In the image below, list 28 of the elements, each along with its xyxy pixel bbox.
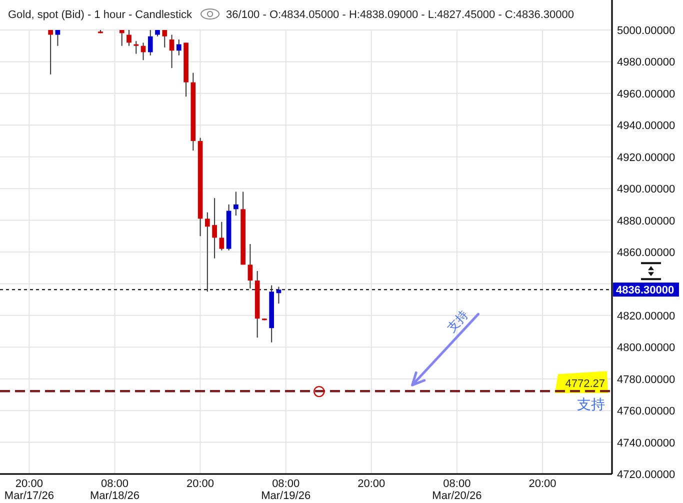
y-tick-label: 4900.00000 [617,184,676,196]
x-tick-label: 08:00 Mar/19/26 [261,478,311,502]
y-tick-label: 4860.00000 [617,247,676,259]
x-tick-label: 20:00 [186,478,214,490]
x-tick-label: 08:00 Mar/18/26 [90,478,140,502]
x-tick-label: 20:00 [358,478,386,490]
x-tick-label: 20:00 Mar/17/26 [4,478,54,502]
y-tick-label: 4960.00000 [617,88,676,100]
y-tick-label: 4800.00000 [617,342,676,354]
price-label: 4836.30000 [613,282,679,297]
title: Gold, spot (Bid) - 1 hour - Candlestick [8,9,192,21]
x-tick-label: 08:00 Mar/20/26 [432,478,482,502]
y-tick-label: 4880.00000 [617,215,676,228]
ref-line-label: 4836.30000 [616,284,674,297]
y-tick-label: 4760.00000 [617,406,676,418]
x-tick-label: 20:00 [528,478,556,490]
annotation: 支持 [444,308,472,336]
y-tick-label: 4740.00000 [617,437,676,450]
subtitle: 36/100 - O:4834.05000 - H:4838.09000 - L:4827.45000 - C:4836.30000 [226,9,574,21]
y-tick-label: 4820.00000 [617,310,676,322]
y-tick-label: 4980.00000 [617,56,676,69]
y-tick-label: 4940.00000 [617,120,676,132]
y-tick-label: 4920.00000 [617,152,676,164]
y-tick-label: 4780.00000 [617,374,676,386]
y-tick-label: 4720.00000 [617,469,676,481]
ref-line-label: 4772.27 [565,378,605,390]
annotation: 支持 [577,396,605,412]
y-tick-label: 5000.00000 [617,25,676,37]
